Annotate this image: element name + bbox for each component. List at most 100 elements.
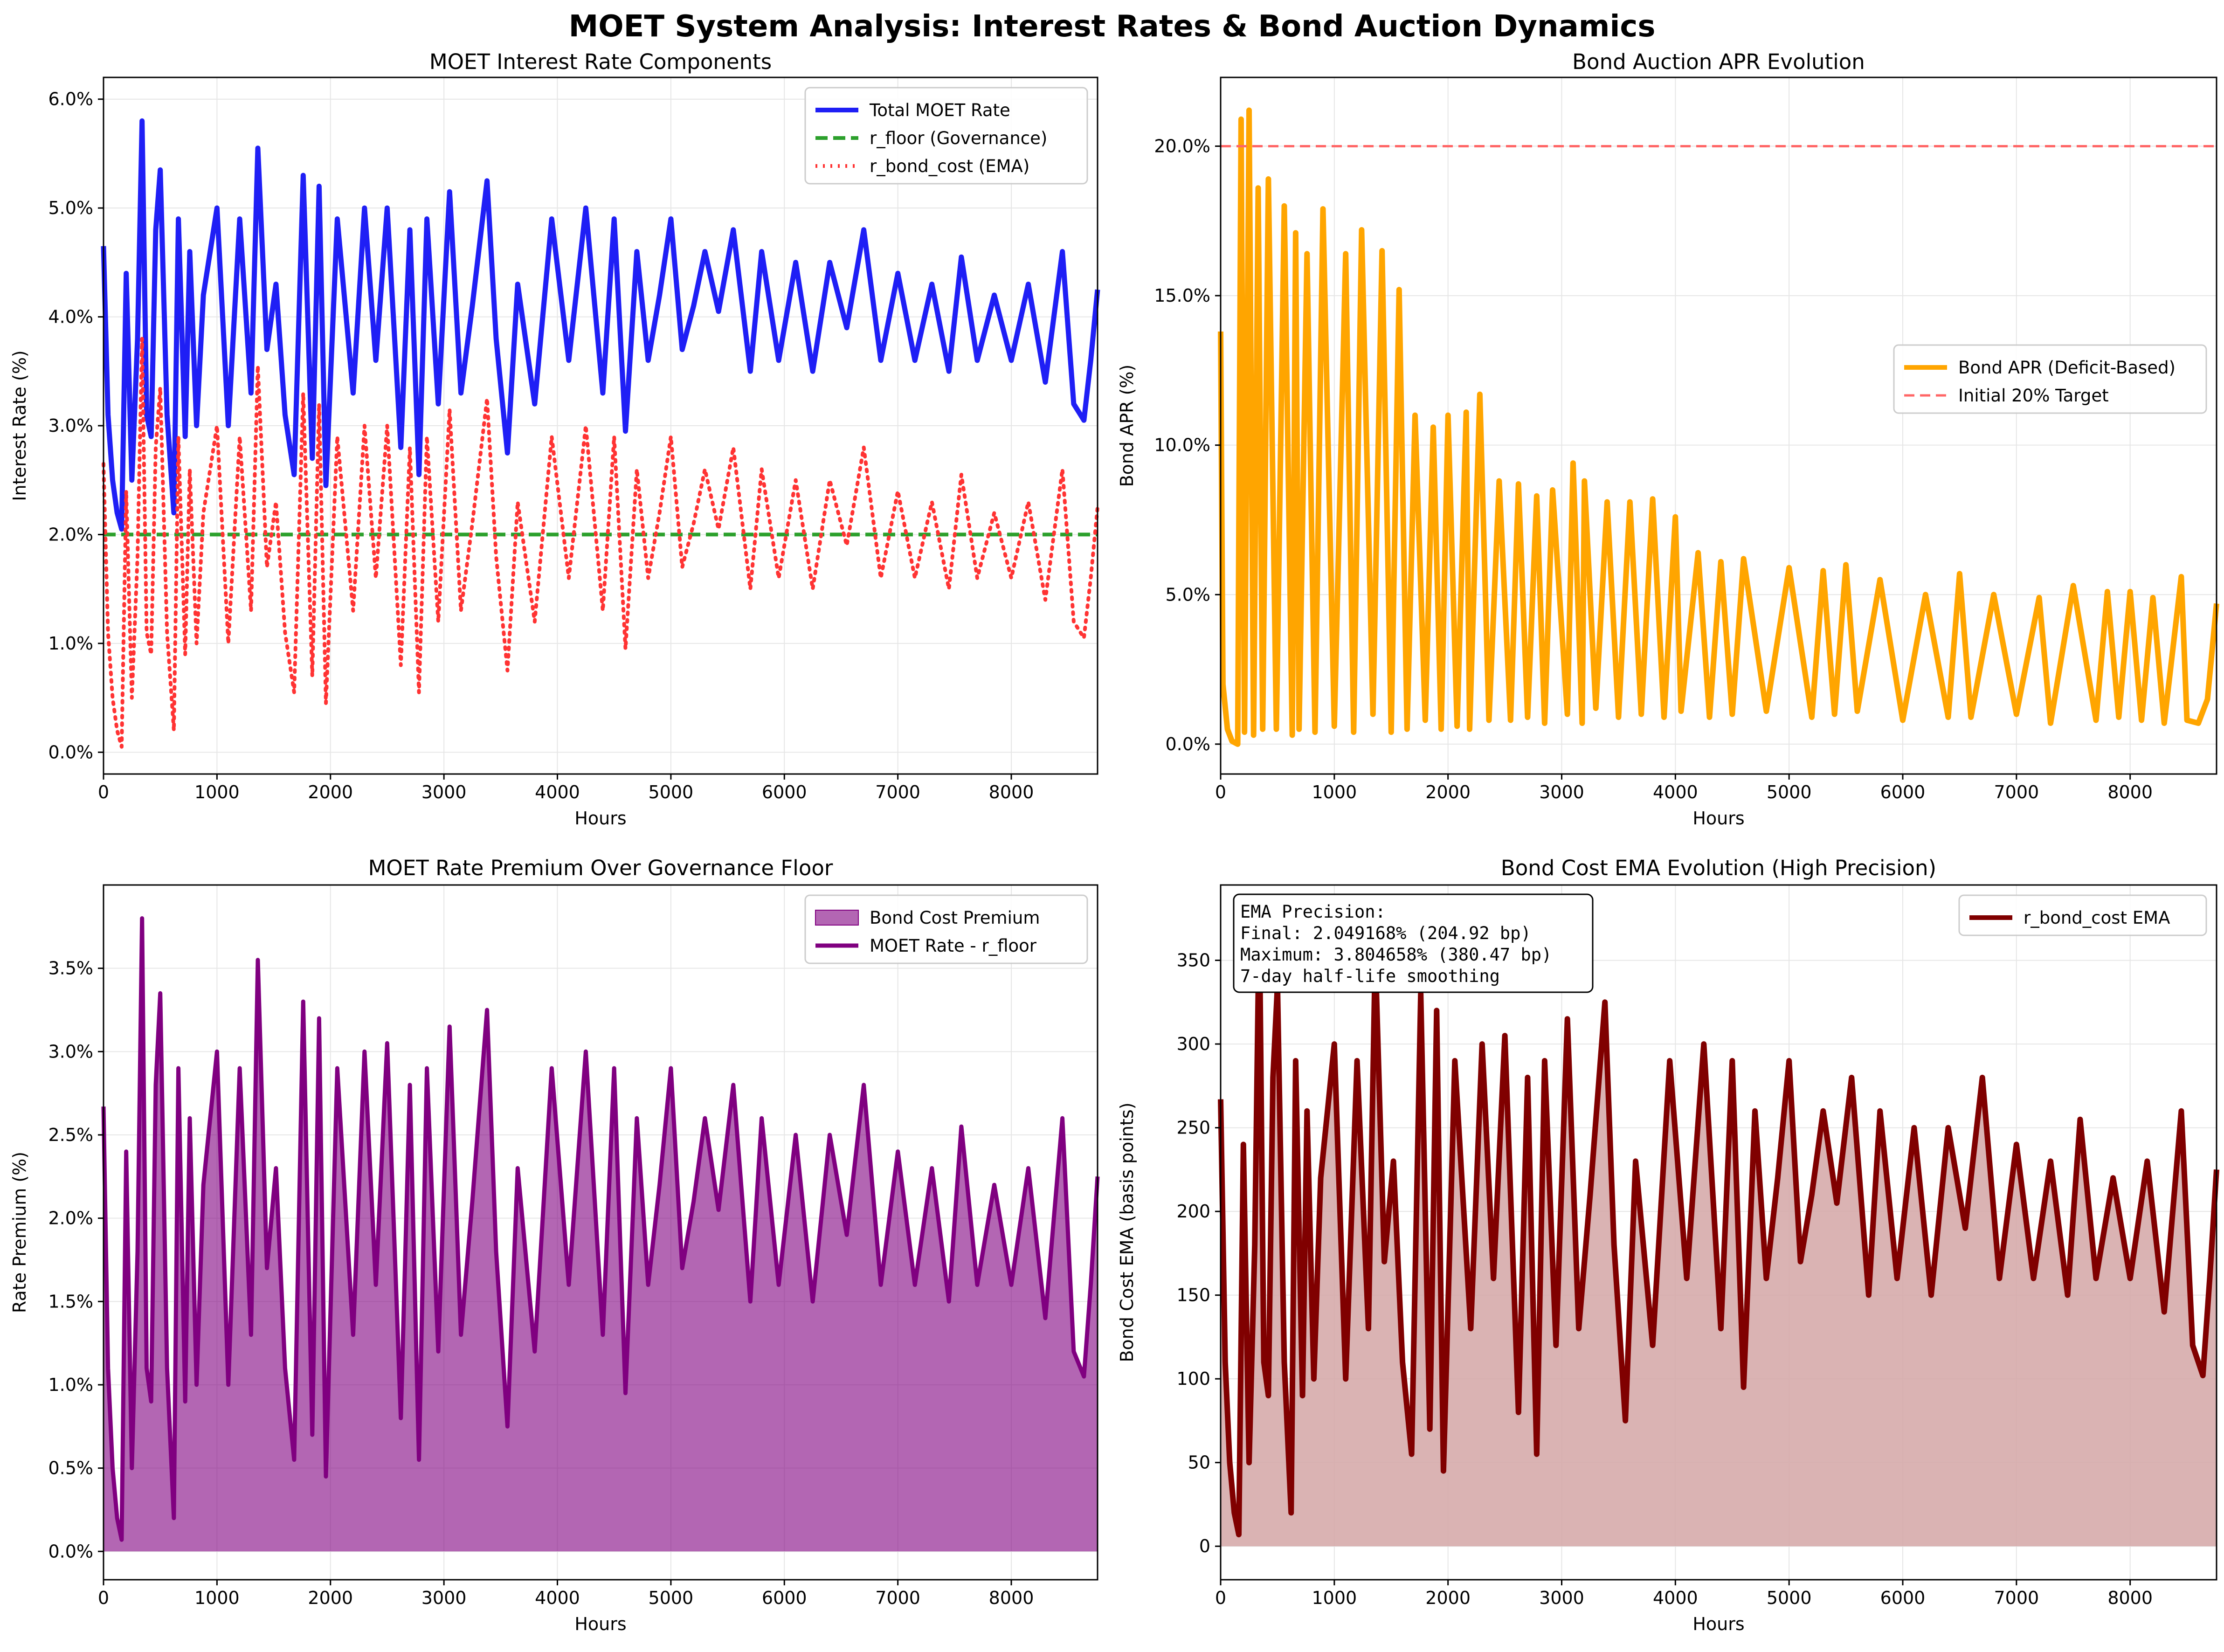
- y-tick-label: 3.0%: [48, 1041, 93, 1062]
- fill-layer: [104, 918, 1098, 1552]
- x-ticks: 0 1000 2000 3000 4000 5000 6000 7000 8000: [1215, 1580, 2153, 1608]
- legend-label: Bond APR (Deficit-Based): [1958, 358, 2176, 378]
- y-ticks: 0.0% 0.5% 1.0% 1.5% 2.0% 2.5% 3.0% 3.5%: [48, 958, 104, 1562]
- legend-label: Total MOET Rate: [869, 100, 1010, 120]
- panel-bond-auction-apr: Bond Auction APR Evolution 0 1000 2000 3000…: [1117, 49, 2219, 829]
- series-layer: [1218, 907, 2219, 1538]
- y-tick-label: 350: [1176, 950, 1210, 971]
- x-tick-label: 8000: [2107, 1588, 2153, 1608]
- y-tick-label: 2.5%: [48, 1125, 93, 1145]
- legend-box: [804, 87, 1088, 185]
- panel-title: Bond Auction APR Evolution: [1572, 49, 1865, 74]
- x-tick-label: 3000: [421, 782, 467, 802]
- y-tick-label: 0.0%: [48, 1541, 93, 1562]
- legend-box: [804, 894, 1088, 964]
- legend-label: r_bond_cost (EMA): [870, 156, 1029, 176]
- y-tick-label: 200: [1176, 1201, 1210, 1222]
- y-tick-label: 15.0%: [1154, 285, 1210, 306]
- y-axis-label: Bond Cost EMA (basis points): [1117, 1102, 1137, 1362]
- x-ticks: 0 1000 2000 3000 4000 5000 6000 7000 8000: [98, 774, 1034, 802]
- x-tick-label: 0: [1215, 782, 1226, 802]
- ema-precision-annotation: EMA Precision:Final: 2.049168% (204.92 b…: [1233, 893, 1594, 993]
- series-line: [101, 916, 1100, 1542]
- x-tick-label: 1000: [194, 782, 240, 802]
- legend-box: [1893, 344, 2207, 414]
- series-line: [1218, 107, 2219, 747]
- panel-title: MOET Rate Premium Over Governance Floor: [368, 856, 833, 880]
- y-tick-label: 0.5%: [48, 1458, 93, 1479]
- x-tick-label: 5000: [1767, 782, 1812, 802]
- legend: r_bond_cost EMA: [1958, 894, 2207, 936]
- y-tick-label: 100: [1176, 1369, 1210, 1389]
- series-layer: [101, 916, 1100, 1542]
- x-ticks: 0 1000 2000 3000 4000 5000 6000 7000 8000: [1215, 774, 2153, 802]
- y-tick-label: 1.5%: [48, 1291, 93, 1312]
- x-tick-label: 2000: [1425, 782, 1471, 802]
- legend-label: Initial 20% Target: [1958, 386, 2109, 406]
- x-tick-label: 7000: [1994, 782, 2039, 802]
- x-tick-label: 6000: [1880, 1588, 1926, 1608]
- x-tick-label: 4000: [535, 782, 580, 802]
- legend-label: r_bond_cost EMA: [2024, 908, 2170, 928]
- y-tick-label: 250: [1176, 1118, 1210, 1138]
- legend-swatch: [815, 910, 859, 926]
- panel-bond-cost-ema: Bond Cost EMA Evolution (High Precision)…: [1117, 856, 2219, 1634]
- y-tick-label: 2.0%: [48, 1208, 93, 1229]
- y-tick-label: 5.0%: [1165, 584, 1210, 605]
- x-ticks: 0 1000 2000 3000 4000 5000 6000 7000 8000: [98, 1580, 1034, 1608]
- y-tick-label: 3.0%: [48, 415, 93, 436]
- y-tick-label: 150: [1176, 1285, 1210, 1306]
- series-line: [102, 337, 1099, 749]
- legend: Total MOET Rate r_floor (Governance) r_bon…: [804, 87, 1088, 185]
- x-tick-label: 3000: [1539, 782, 1584, 802]
- x-axis-label: Hours: [1692, 1614, 1744, 1634]
- y-tick-label: 0.0%: [1165, 734, 1210, 754]
- y-tick-label: 20.0%: [1154, 136, 1210, 156]
- figure-suptitle: MOET System Analysis: Interest Rates & B…: [569, 9, 1656, 44]
- x-tick-label: 6000: [1880, 782, 1926, 802]
- y-tick-label: 50: [1188, 1452, 1210, 1473]
- axes-frame: [1220, 76, 2217, 775]
- legend-label: MOET Rate - r_floor: [870, 936, 1037, 956]
- y-tick-label: 1.0%: [48, 633, 93, 654]
- y-axis-label: Interest Rate (%): [9, 350, 30, 501]
- y-tick-label: 6.0%: [48, 89, 93, 110]
- x-tick-label: 5000: [649, 1588, 694, 1608]
- y-tick-label: 0.0%: [48, 742, 93, 762]
- legend-label: r_floor (Governance): [870, 128, 1047, 148]
- panel-rate-premium: MOET Rate Premium Over Governance Floor …: [9, 856, 1100, 1634]
- x-tick-label: 2000: [308, 1588, 353, 1608]
- x-tick-label: 8000: [2107, 782, 2153, 802]
- x-tick-label: 3000: [421, 1588, 467, 1608]
- x-tick-label: 5000: [1767, 1588, 1812, 1608]
- panel-title: MOET Interest Rate Components: [429, 49, 772, 74]
- series-line: [1218, 907, 2219, 1538]
- x-tick-label: 3000: [1539, 1588, 1584, 1608]
- x-tick-label: 6000: [762, 1588, 807, 1608]
- y-tick-label: 5.0%: [48, 198, 93, 218]
- x-tick-label: 0: [98, 1588, 109, 1608]
- series-layer: [1218, 107, 2219, 747]
- x-tick-label: 7000: [875, 782, 920, 802]
- legend-label: Bond Cost Premium: [870, 908, 1040, 928]
- panel-interest-rate-components: MOET Interest Rate Components 0 1000 2000 3…: [9, 49, 1100, 829]
- y-axis-label: Rate Premium (%): [9, 1152, 30, 1313]
- y-tick-label: 300: [1176, 1034, 1210, 1054]
- y-tick-label: 2.0%: [48, 524, 93, 545]
- x-tick-label: 8000: [989, 782, 1034, 802]
- y-tick-label: 10.0%: [1154, 435, 1210, 456]
- x-tick-label: 7000: [875, 1588, 920, 1608]
- annotation-box: [1233, 893, 1594, 993]
- y-axis-label: Bond APR (%): [1117, 365, 1137, 487]
- x-tick-label: 2000: [308, 782, 353, 802]
- annotation-line: Final: 2.049168% (204.92 bp): [1240, 923, 1531, 943]
- annotation-line: EMA Precision:: [1240, 902, 1386, 922]
- x-tick-label: 4000: [1653, 782, 1698, 802]
- x-tick-label: 0: [98, 782, 109, 802]
- x-tick-label: 5000: [649, 782, 694, 802]
- x-tick-label: 4000: [535, 1588, 580, 1608]
- x-tick-label: 4000: [1653, 1588, 1698, 1608]
- annotation-line: 7-day half-life smoothing: [1240, 966, 1500, 986]
- x-axis-label: Hours: [574, 808, 626, 829]
- y-ticks: 0.0% 5.0% 10.0% 15.0% 20.0%: [1154, 136, 1221, 754]
